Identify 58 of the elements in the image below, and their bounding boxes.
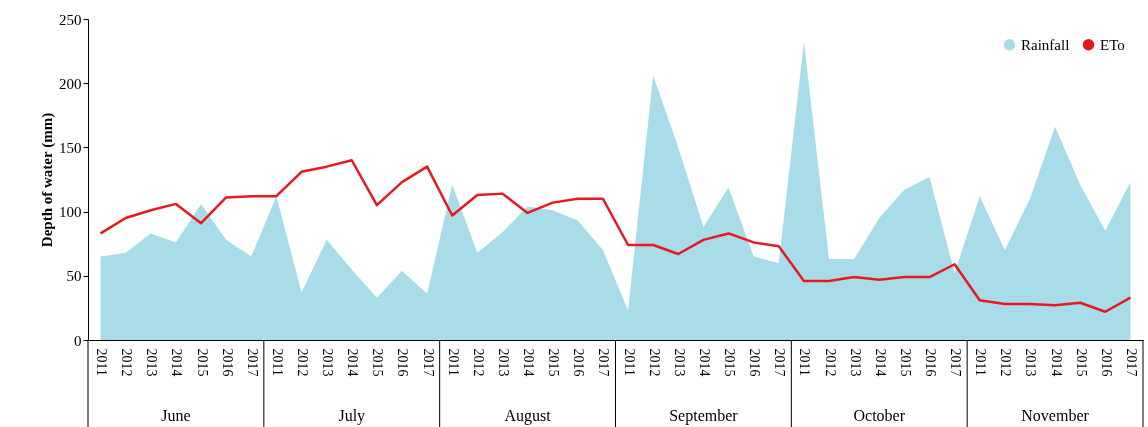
x-tick-label: 2015	[546, 348, 562, 377]
y-tick-label: 0	[74, 332, 82, 349]
y-tick-label: 250	[59, 11, 82, 28]
y-tick-label: 150	[59, 139, 82, 156]
x-tick-label: 2015	[722, 348, 738, 377]
x-tick-label: 2014	[169, 348, 185, 377]
x-tick-label: 2014	[521, 348, 537, 377]
x-tick-label: 2014	[696, 348, 712, 377]
x-tick-label: 2015	[897, 348, 913, 377]
x-tick-label: 2013	[320, 348, 336, 377]
x-tick-label: 2016	[219, 348, 235, 377]
x-tick-label: 2012	[295, 348, 311, 377]
x-tick-label: 2016	[747, 348, 763, 377]
x-tick-label: 2014	[1048, 348, 1064, 377]
x-tick-label: 2013	[144, 348, 160, 377]
x-tick-label: 2017	[244, 348, 260, 377]
x-tick-label: 2011	[973, 348, 989, 376]
x-tick-label: 2012	[646, 348, 662, 377]
x-tick-label: 2016	[1098, 348, 1114, 377]
text: October	[853, 407, 906, 424]
x-tick-label: 2017	[596, 348, 612, 377]
x-tick-label: 2013	[1023, 348, 1039, 377]
x-tick-label: 2012	[119, 348, 135, 377]
x-tick-label: 2014	[345, 348, 361, 377]
legend-label: ETo	[1100, 36, 1125, 53]
x-tick-label: 2016	[395, 348, 411, 377]
y-axis-title: Depth of water (mm)	[39, 112, 56, 248]
text: June	[161, 407, 191, 424]
x-tick-label: 2015	[194, 348, 210, 377]
x-tick-label: 2015	[1073, 348, 1089, 377]
text: August	[504, 407, 552, 425]
x-tick-label: 2011	[621, 348, 637, 376]
x-tick-label: 2011	[269, 348, 285, 376]
y-tick-label: 200	[59, 75, 82, 92]
x-tick-label: 2016	[571, 348, 587, 377]
x-tick-label: 2012	[998, 348, 1014, 377]
x-tick-label: 2012	[822, 348, 838, 377]
text: September	[669, 407, 739, 425]
x-tick-label: 2017	[772, 348, 788, 377]
x-tick-label: 2016	[922, 348, 938, 377]
x-tick-label: 2013	[847, 348, 863, 377]
y-tick-label: 100	[59, 204, 82, 221]
text: July	[338, 407, 366, 425]
x-tick-label: 2017	[1123, 348, 1139, 377]
x-tick-label: 2012	[470, 348, 486, 377]
x-tick-label: 2011	[797, 348, 813, 376]
y-tick-label: 50	[66, 268, 82, 285]
x-tick-label: 2017	[420, 348, 436, 377]
legend-label: Rainfall	[1021, 36, 1070, 53]
x-tick-label: 2013	[671, 348, 687, 377]
x-tick-label: 2017	[948, 348, 964, 377]
text: November	[1021, 407, 1090, 424]
x-tick-label: 2011	[445, 348, 461, 376]
x-tick-label: 2015	[370, 348, 386, 377]
x-tick-label: 2011	[94, 348, 110, 376]
line-series	[99, 158, 1132, 313]
x-tick-label: 2014	[872, 348, 888, 377]
x-tick-label: 2013	[495, 348, 511, 377]
